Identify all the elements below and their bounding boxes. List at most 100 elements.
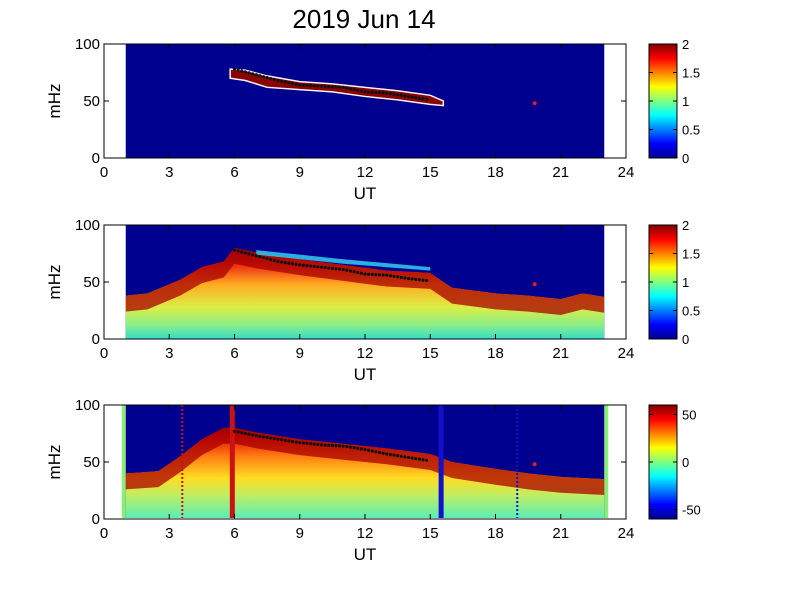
heatmap-field	[125, 44, 605, 158]
ridge-point	[251, 72, 255, 76]
ridge-point	[334, 85, 338, 89]
ridge-point	[359, 89, 363, 93]
ridge-point	[367, 272, 371, 276]
ridge-point	[232, 248, 237, 252]
ridge-point	[251, 433, 255, 437]
ridge-point	[280, 79, 284, 83]
ridge-point	[352, 270, 356, 274]
ridge-point	[327, 84, 331, 89]
ridge-point	[348, 445, 353, 449]
ridge-point	[410, 95, 414, 99]
y-tick-label: 50	[83, 454, 100, 471]
x-tick-label: 6	[230, 164, 238, 181]
ridge-point	[280, 260, 284, 264]
ridge-point	[265, 76, 269, 80]
marker-point	[532, 462, 537, 467]
ridge-point	[425, 458, 429, 462]
ridge-point	[301, 263, 305, 267]
x-tick-label: 21	[552, 164, 569, 181]
ridge-point	[283, 438, 287, 442]
colorbar-tick-label: -50	[682, 503, 701, 518]
ridge-point	[232, 429, 237, 433]
marker-point	[532, 101, 537, 106]
ridge-point	[338, 85, 342, 89]
ridge-point	[359, 447, 363, 451]
ridge-point	[309, 264, 313, 268]
y-tick-label: 50	[83, 274, 100, 291]
ridge-point	[247, 71, 251, 75]
ridge-point	[247, 432, 251, 436]
ridge-point	[374, 450, 378, 454]
edge-band-left	[121, 405, 126, 518]
ridge-point	[388, 274, 392, 278]
ridge-point	[323, 443, 327, 447]
ridge-point	[359, 271, 363, 275]
ridge-point	[294, 440, 298, 444]
ridge-point	[298, 263, 302, 267]
ridge-point	[425, 97, 429, 101]
ridge-point	[370, 90, 374, 94]
ridge-point	[261, 435, 266, 439]
cyan-fringe	[256, 250, 431, 271]
ridge-point	[388, 452, 392, 457]
ridge-point	[348, 87, 353, 91]
colorbar-tick-label: 1.5	[682, 247, 700, 262]
x-tick-label: 15	[422, 345, 439, 362]
ridge-point	[294, 82, 298, 86]
x-tick-label: 12	[357, 164, 374, 181]
x-tick-label: 18	[487, 525, 504, 542]
ridge-point	[269, 76, 273, 81]
colorbar-tick-label: 0.5	[682, 123, 700, 138]
ridge-point	[261, 75, 266, 79]
ridge-point	[381, 273, 385, 277]
x-tick-label: 9	[296, 164, 304, 181]
colorbar-3	[648, 404, 678, 520]
ridge-point	[283, 261, 287, 265]
ridge-point	[247, 252, 251, 256]
ridge-point	[298, 83, 302, 87]
x-tick-label: 3	[165, 525, 173, 542]
ridge-point	[363, 272, 367, 276]
ridge-point	[330, 443, 334, 448]
ridge-point	[421, 458, 425, 462]
colorbar-2	[648, 224, 678, 340]
ridge-point	[316, 442, 320, 447]
y-tick-label: 100	[75, 217, 100, 234]
ridge-point	[312, 442, 316, 446]
x-tick-label: 18	[487, 164, 504, 181]
ridge-point	[323, 84, 327, 88]
x-axis-label: UT	[354, 365, 377, 384]
x-tick-label: 18	[487, 345, 504, 362]
ridge-point	[240, 250, 244, 254]
ridge-point	[352, 88, 356, 92]
ridge-point	[319, 84, 324, 88]
power-envelope	[125, 247, 605, 339]
y-tick-label: 0	[92, 150, 100, 167]
ridge-point	[392, 274, 396, 278]
ridge-point	[287, 81, 291, 85]
ridge-point	[348, 269, 353, 273]
y-tick-label: 100	[75, 36, 100, 53]
ridge-point	[309, 442, 313, 446]
ridge-point	[385, 273, 389, 277]
ridge-point	[283, 80, 287, 84]
ridge-point	[251, 253, 255, 257]
ridge-point	[319, 265, 324, 269]
colorbar-tick-label: 0	[682, 332, 689, 347]
ridge-point	[272, 437, 276, 441]
ridge-point	[370, 272, 374, 276]
panel-1-plot	[104, 44, 626, 158]
ridge-point	[414, 277, 418, 281]
ridge-point	[236, 68, 240, 72]
colorbar-tick-label: 0.5	[682, 304, 700, 319]
ridge-point	[240, 431, 244, 435]
x-tick-label: 0	[100, 164, 108, 181]
ridge-point	[334, 267, 338, 271]
colorbar-tick-label: 50	[682, 408, 696, 423]
ridge-point	[272, 77, 276, 82]
ridge-point	[392, 453, 396, 457]
ridge-point	[396, 454, 400, 458]
y-axis-label: mHz	[45, 445, 64, 480]
ridge-point	[421, 278, 425, 282]
ridge-point	[334, 444, 338, 448]
